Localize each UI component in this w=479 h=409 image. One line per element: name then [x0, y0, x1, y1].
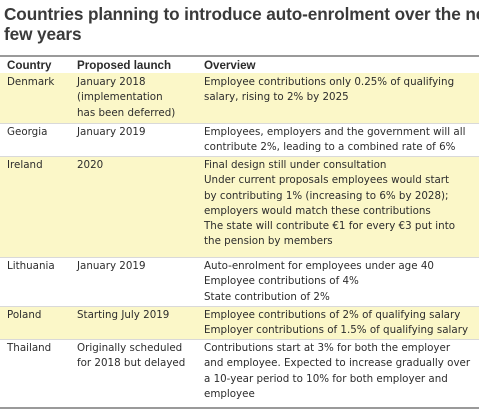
overview-line: Employee contributions of 2% of qualifyi… — [204, 309, 461, 321]
overview-line: employee — [204, 387, 255, 400]
overview-line: Employee contributions only 0.25% of qua… — [204, 76, 455, 88]
table-row-ireland: Ireland 2020 Final design still under co… — [0, 156, 479, 257]
header-proposed-launch: Proposed launch — [77, 59, 172, 72]
table-row-poland: Poland Starting July 2019 Employee contr… — [0, 306, 479, 339]
overview-line: Employer contributions of 1.5% of qualif… — [204, 324, 469, 337]
row-divider — [0, 257, 479, 258]
cell-overview: Employee contributions only 0.25% of qua… — [204, 75, 476, 106]
overview-line: Contributions start at 3% for both the e… — [204, 342, 451, 354]
overview-line: Employees, employers and the government … — [204, 126, 466, 138]
launch-line: for 2018 but delayed — [77, 357, 186, 370]
table-row-denmark: Denmark January 2018 (implementation has… — [0, 73, 479, 123]
launch-line: has been deferred) — [77, 106, 176, 119]
header-overview: Overview — [204, 59, 256, 72]
launch-line: January 2019 — [77, 126, 146, 138]
overview-line: The state will contribute €1 for every €… — [204, 220, 456, 233]
cell-country: Thailand — [7, 342, 52, 354]
table-row-thailand: Thailand Originally scheduled for 2018 b… — [0, 339, 479, 407]
overview-line: the pension by members — [204, 235, 333, 248]
launch-line: (implementation — [77, 91, 163, 104]
table-title: Countries planning to introduce auto-enr… — [4, 4, 479, 44]
overview-line: State contribution of 2% — [204, 290, 330, 303]
row-divider — [0, 123, 479, 124]
overview-line: a 10-year period to 10% for both employe… — [204, 372, 448, 385]
title-line: few years — [4, 24, 82, 44]
cell-overview: Final design still under consultation Un… — [204, 158, 476, 250]
cell-overview: Auto-enrolment for employees under age 4… — [204, 259, 476, 305]
cell-country: Ireland — [7, 159, 43, 171]
overview-line: by contributing 1% (increasing to 6% by … — [204, 189, 449, 202]
row-divider — [0, 339, 479, 340]
table-bottom-rule — [0, 407, 479, 409]
cell-country: Denmark — [7, 76, 55, 88]
cell-overview: Employee contributions of 2% of qualifyi… — [204, 308, 476, 339]
cell-launch: January 2019 — [77, 125, 199, 140]
header-country: Country — [7, 59, 52, 72]
table-header: Country Proposed launch Overview — [0, 55, 479, 75]
cell-launch: January 2019 — [77, 259, 199, 274]
cell-overview: Contributions start at 3% for both the e… — [204, 341, 476, 402]
cell-country: Georgia — [7, 126, 48, 138]
overview-line: Employee contributions of 4% — [204, 275, 359, 288]
launch-line: Starting July 2019 — [77, 309, 170, 321]
overview-line: contribute 2%, leading to a combined rat… — [204, 141, 456, 154]
overview-line: Auto-enrolment for employees under age 4… — [204, 260, 434, 272]
table-row-georgia: Georgia January 2019 Employees, employer… — [0, 123, 479, 156]
overview-line: salary, rising to 2% by 2025 — [204, 91, 349, 104]
cell-overview: Employees, employers and the government … — [204, 125, 476, 156]
cell-country: Lithuania — [7, 260, 55, 272]
overview-line: Final design still under consultation — [204, 159, 387, 171]
launch-line: Originally scheduled — [77, 342, 183, 354]
overview-line: and employee. Expected to increase gradu… — [204, 357, 471, 370]
launch-line: 2020 — [77, 159, 104, 171]
launch-line: January 2019 — [77, 260, 146, 272]
overview-line: employers would match these contribution… — [204, 204, 431, 217]
cell-country: Poland — [7, 309, 42, 321]
cell-launch: 2020 — [77, 158, 199, 173]
cell-launch: Starting July 2019 — [77, 308, 199, 323]
overview-line: Under current proposals employees would … — [204, 174, 450, 187]
cell-launch: Originally scheduled for 2018 but delaye… — [77, 341, 199, 372]
title-line: Countries planning to introduce auto-enr… — [4, 4, 479, 24]
launch-line: January 2018 — [77, 76, 146, 88]
table-row-lithuania: Lithuania January 2019 Auto-enrolment fo… — [0, 257, 479, 306]
row-divider — [0, 156, 479, 157]
row-divider — [0, 306, 479, 307]
cell-launch: January 2018 (implementation has been de… — [77, 75, 199, 121]
